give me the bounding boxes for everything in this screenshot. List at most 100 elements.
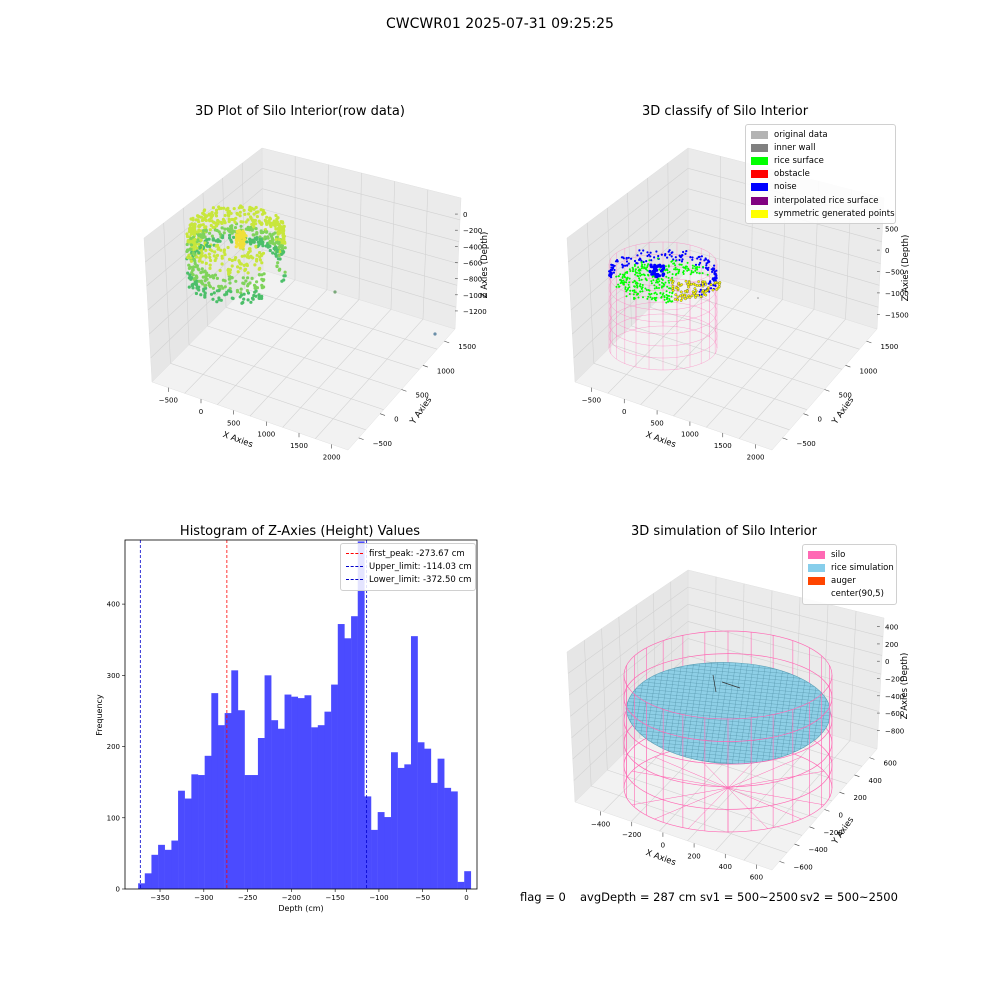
raw-point [254, 222, 258, 226]
cls-rice-point [674, 268, 677, 271]
raw-point [236, 265, 240, 269]
raw-point [282, 278, 286, 282]
raw-point [283, 246, 287, 250]
cls-noise-point [608, 270, 611, 273]
raw-point [222, 206, 226, 210]
raw-point [208, 247, 212, 252]
cls-noise-point [622, 264, 625, 267]
cls-symmetric-point [704, 293, 708, 297]
sim-y-tick-label: 200 [854, 794, 867, 802]
raw-point [244, 220, 248, 224]
cls-rice-point [637, 296, 640, 299]
raw-point [254, 227, 258, 231]
cls-rice-point [674, 259, 677, 262]
cls-rice-point [653, 296, 656, 299]
raw-point [201, 229, 206, 233]
raw-point [239, 287, 243, 291]
raw-point [266, 236, 270, 240]
cls-rice-point [641, 265, 644, 268]
rice-mesh-line [626, 700, 831, 721]
raw-point [280, 226, 284, 230]
cls-rice-point [663, 298, 666, 301]
cls-rice-point [625, 295, 628, 298]
cls-rice-point [660, 295, 663, 298]
raw-point [261, 210, 266, 214]
cls-rice-point [664, 269, 667, 272]
classify-panel-title: 3D classify of Silo Interior [641, 104, 809, 119]
raw-point [254, 210, 258, 214]
raw-point [265, 230, 269, 234]
cls-rice-point [671, 276, 674, 279]
raw-point [259, 253, 264, 258]
cls-rice-point [663, 283, 666, 286]
cls-z-tick-label: 500 [885, 226, 898, 234]
cls-rice-point [625, 281, 628, 284]
cls-rice-point [637, 275, 640, 278]
footer-flag: flag = 0 [520, 890, 566, 904]
sim-y-tick-label: −200 [824, 829, 843, 837]
raw-point [187, 285, 191, 289]
histogram-title: Histogram of Z-Axies (Height) Values [179, 524, 421, 539]
cls-y-tick-label: 1500 [881, 343, 899, 351]
sim-x-tick-label: 200 [687, 852, 700, 860]
raw-point [217, 284, 221, 288]
cls-symmetric-point [679, 294, 682, 298]
cls-noise-point [691, 256, 694, 259]
legend-swatch [751, 196, 768, 205]
cls-rice-point [694, 267, 697, 270]
footer-avg-depth: avgDepth = 287 cm [580, 890, 697, 904]
raw-point [215, 276, 219, 280]
raw-point [234, 279, 238, 283]
cls-rice-point [661, 281, 663, 284]
raw-point [202, 216, 207, 220]
cls-rice-point [643, 266, 646, 269]
raw-point [211, 274, 215, 278]
raw-point [211, 297, 215, 301]
raw-point [239, 220, 243, 224]
histogram-bar [284, 694, 292, 889]
cls-rice-point [615, 275, 618, 278]
cls-symmetric-point [676, 298, 679, 302]
histogram-x-tick-label: −200 [282, 894, 301, 902]
cls-noise-point [700, 255, 703, 258]
cls-noise-point [630, 257, 633, 260]
cls-rice-point [640, 273, 643, 276]
raw-point [253, 284, 257, 288]
cls-rice-point [641, 284, 644, 286]
raw-point [193, 261, 197, 266]
cls-symmetric-point [698, 284, 701, 287]
raw-point [233, 226, 238, 230]
histogram-bar [371, 829, 378, 889]
histogram-y-tick-label: 200 [107, 743, 120, 751]
histogram-bar [244, 775, 252, 889]
raw-point [242, 263, 246, 267]
cls-noise-point [680, 260, 683, 263]
raw-point [234, 245, 238, 249]
cls-rice-point [667, 264, 670, 267]
cls-z-tick-label: 0 [885, 247, 889, 255]
sim-z-tick-label: 0 [885, 658, 889, 666]
grid-line [715, 731, 824, 851]
sim-y-tick-mark [809, 826, 815, 829]
raw-point [277, 241, 281, 245]
raw-point [251, 256, 255, 260]
histogram-bar [151, 854, 159, 889]
legend-entry: auger [808, 574, 891, 587]
histogram-y-tick-label: 400 [107, 601, 120, 609]
raw-point [260, 273, 264, 277]
raw-point [197, 251, 201, 255]
cls-rice-point [629, 289, 632, 292]
cls-x-tick-label: 1000 [681, 431, 699, 439]
rice-mesh-line [735, 662, 757, 764]
cls-rice-point [633, 291, 636, 294]
raw-point [223, 213, 227, 218]
cls-noise-point [700, 293, 703, 296]
raw-z-tick-label: −800 [463, 276, 482, 284]
cls-rice-point [670, 300, 673, 303]
raw-point [253, 263, 257, 267]
grid-line [849, 611, 857, 741]
raw-point [222, 231, 226, 235]
raw-point [199, 215, 203, 219]
rice-mesh-line [626, 686, 831, 707]
raw-y-tick-label: 1500 [458, 343, 476, 351]
